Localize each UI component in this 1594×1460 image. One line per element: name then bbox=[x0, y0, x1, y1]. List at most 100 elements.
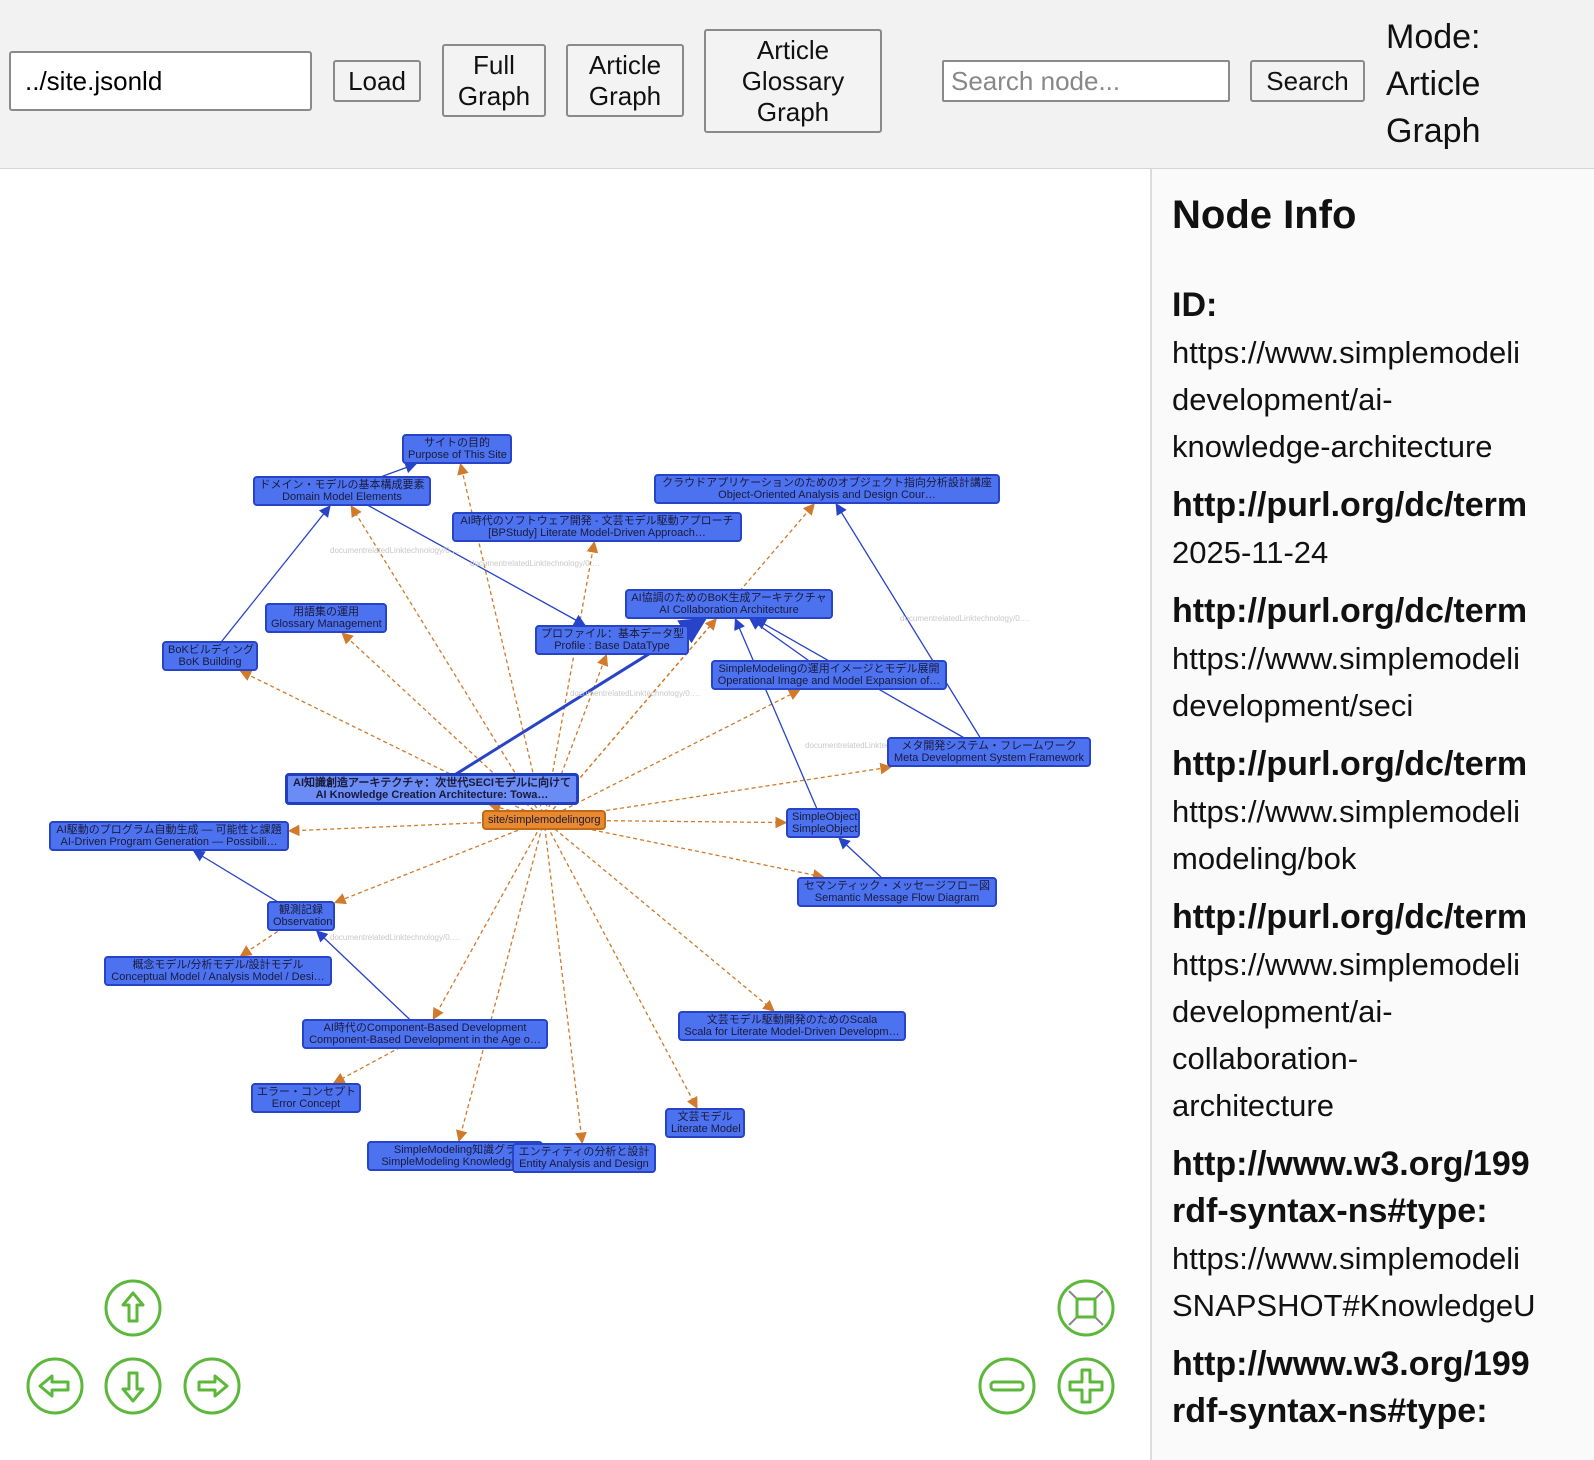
solid-edge bbox=[315, 930, 426, 1035]
dashed-edge bbox=[333, 819, 545, 905]
graph-node[interactable]: AI駆動のプログラム自動生成 — 可能性と課題 AI-Driven Program… bbox=[49, 821, 289, 851]
zoom-out-button[interactable] bbox=[978, 1357, 1036, 1415]
search-node-input[interactable] bbox=[942, 60, 1230, 102]
graph-node[interactable]: AI協調のためのBoK生成アーキテクチャ AI Collaboration Arc… bbox=[625, 589, 833, 619]
node-label-en: AI Collaboration Architecture bbox=[659, 604, 799, 616]
solid-edge bbox=[341, 490, 586, 626]
mode-indicator: Mode: Article Graph bbox=[1386, 14, 1506, 155]
pan-right-button[interactable] bbox=[183, 1357, 241, 1415]
node-label-en: Error Concept bbox=[271, 1098, 341, 1110]
article-glossary-graph-button[interactable]: Article Glossary Graph bbox=[704, 29, 882, 133]
full-graph-button[interactable]: Full Graph bbox=[442, 44, 546, 117]
graph-node[interactable]: サイトの目的 Purpose of This Site bbox=[402, 434, 512, 464]
property-value: https://www.simplemodeli bbox=[1172, 947, 1521, 982]
property-key: http://purl.org/dc/term bbox=[1172, 898, 1528, 936]
property-value: https://www.simplemodeli bbox=[1172, 641, 1521, 676]
dashed-edge bbox=[543, 689, 801, 821]
property-key: ID: bbox=[1172, 286, 1218, 324]
graph-node[interactable]: メタ開発システム・フレームワーク Meta Development System … bbox=[887, 737, 1091, 767]
property-value: development/ai- bbox=[1172, 994, 1393, 1029]
node-label-ja: SimpleModeling知識グラ bbox=[393, 1144, 517, 1156]
node-label-en: Observation bbox=[273, 916, 333, 928]
node-label-ja: クラウドアプリケーションのためのオブジェクト指向分析設計講座 bbox=[662, 477, 992, 489]
node-label-en: Object-Oriented Analysis and Design Cour… bbox=[718, 489, 936, 501]
edges-layer: documentrelatedLinktechnology/0…. documen… bbox=[192, 462, 1030, 1145]
node-label-ja: 観測記録 bbox=[279, 904, 323, 916]
graph-node[interactable]: SimpleModelingの運用イメージとモデル展開 Operational I… bbox=[711, 660, 947, 690]
node-label-ja: 概念モデル/分析モデル/設計モデル bbox=[132, 959, 304, 971]
node-label-ja: AI時代のソフトウェア開発 - 文芸モデル駆動アプローチ bbox=[460, 515, 734, 527]
mode-label: Mode: bbox=[1386, 18, 1481, 56]
graph-canvas[interactable]: documentrelatedLinktechnology/0…. documen… bbox=[0, 169, 1150, 1460]
graph-node[interactable]: 観測記録 Observation bbox=[267, 901, 335, 931]
graph-node[interactable]: SimpleObject SimpleObject bbox=[786, 808, 860, 838]
graph-node[interactable]: AI時代のソフトウェア開発 - 文芸モデル駆動アプローチ [BPStudy] Li… bbox=[452, 512, 742, 542]
jsonld-path-input[interactable] bbox=[9, 51, 312, 111]
property-key: http://purl.org/dc/term bbox=[1172, 745, 1528, 783]
load-button[interactable]: Load bbox=[333, 60, 421, 102]
graph-node[interactable]: ドメイン・モデルの基本構成要素 Domain Model Elements bbox=[253, 476, 431, 506]
property-key: http://www.w3.org/199 bbox=[1172, 1345, 1530, 1383]
graph-node[interactable]: エラー・コンセプト Error Concept bbox=[251, 1083, 361, 1113]
zoom-in-button[interactable] bbox=[1057, 1357, 1115, 1415]
dashed-edge bbox=[543, 819, 775, 1012]
selected-article-node[interactable]: AI知識創造アーキテクチャ：次世代SECIモデルに向けて AI Knowledge… bbox=[285, 773, 579, 805]
graph-node[interactable]: BoKビルディング BoK Building bbox=[162, 641, 258, 671]
dashed-edge bbox=[543, 819, 825, 881]
graph-node[interactable]: 概念モデル/分析モデル/設計モデル Conceptual Model / Anal… bbox=[104, 956, 332, 986]
dashed-edge bbox=[239, 915, 302, 957]
edge-label: documentrelatedLinktechnology/0…. bbox=[330, 546, 460, 555]
article-graph-button[interactable]: Article Graph bbox=[566, 44, 684, 117]
dashed-edge bbox=[350, 505, 545, 821]
node-label-ja: AI知識創造アーキテクチャ：次世代SECIモデルに向けて bbox=[293, 777, 571, 789]
property-value: collaboration- bbox=[1172, 1041, 1359, 1076]
property-value: SNAPSHOT#KnowledgeU bbox=[1172, 1288, 1536, 1323]
node-label-ja: ドメイン・モデルの基本構成要素 bbox=[259, 479, 425, 491]
solid-edge bbox=[835, 503, 990, 753]
pan-up-button[interactable] bbox=[104, 1279, 162, 1337]
node-label-en: Semantic Message Flow Diagram bbox=[814, 892, 980, 904]
property-key: rdf-syntax-ns#type: bbox=[1172, 1392, 1488, 1430]
dashed-edge bbox=[432, 819, 545, 1021]
node-label-en: AI Knowledge Creation Architecture: Towa… bbox=[315, 789, 549, 801]
site-node[interactable]: site/simplemodelingorg bbox=[482, 810, 606, 830]
dashed-edge bbox=[543, 540, 599, 821]
graph-node[interactable]: 文芸モデル駆動開発のためのScala Scala for Literate Mod… bbox=[678, 1011, 906, 1041]
node-label-ja: エラー・コンセプト bbox=[257, 1086, 356, 1098]
property-value: https://www.simplemodeli bbox=[1172, 794, 1521, 829]
graph-node[interactable]: AI時代のComponent-Based Development Componen… bbox=[302, 1019, 548, 1049]
solid-edge bbox=[734, 617, 824, 824]
dashed-edge bbox=[543, 819, 698, 1110]
graph-node[interactable]: クラウドアプリケーションのためのオブジェクト指向分析設計講座 Object-Ori… bbox=[654, 474, 1000, 504]
node-label-en: SimpleObject bbox=[792, 823, 858, 835]
node-label-en: AI-Driven Program Generation — Possibili… bbox=[60, 836, 278, 848]
graph-node[interactable]: プロファイル：基本データ型 Profile : Base DataType bbox=[535, 625, 689, 655]
node-label-en: BoK Building bbox=[178, 656, 242, 668]
property-value: https://www.simplemodeli bbox=[1172, 1241, 1521, 1276]
node-label-en: Scala for Literate Model-Driven Developm… bbox=[684, 1026, 900, 1038]
property-key: http://purl.org/dc/term bbox=[1172, 486, 1528, 524]
edge-label: documentrelatedLinktechnology/0…. bbox=[900, 614, 1030, 623]
pan-down-button[interactable] bbox=[104, 1357, 162, 1415]
node-property: http://www.w3.org/199 rdf-syntax-ns#type: bbox=[1172, 1341, 1594, 1435]
graph-node[interactable]: 用語集の運用 Glossary Management bbox=[265, 603, 387, 633]
node-label-en: Profile : Base DataType bbox=[554, 640, 670, 652]
node-label-ja: 文芸モデル bbox=[677, 1111, 733, 1123]
node-label-en: Purpose of This Site bbox=[408, 449, 507, 461]
graph-node[interactable]: 文芸モデル Literate Model bbox=[665, 1108, 745, 1138]
node-property: http://purl.org/dc/term https://www.simpl… bbox=[1172, 588, 1594, 729]
fit-view-button[interactable] bbox=[1057, 1279, 1115, 1337]
graph-node[interactable]: エンティティの分析と設計 Entity Analysis and Design bbox=[512, 1143, 656, 1173]
node-property: ID: https://www.simplemodeli development/a… bbox=[1172, 282, 1594, 470]
node-label-en: site/simplemodelingorg bbox=[488, 814, 601, 826]
dashed-edge bbox=[456, 819, 545, 1143]
node-label-ja: AI時代のComponent-Based Development bbox=[323, 1022, 527, 1034]
search-button[interactable]: Search bbox=[1250, 60, 1365, 102]
node-info-panel: Node Info ID: https://www.simplemodeli dev… bbox=[1150, 169, 1594, 1460]
property-value: modeling/bok bbox=[1172, 841, 1357, 876]
node-label-en: SimpleModeling Knowledge G bbox=[381, 1156, 529, 1168]
node-label-ja: エンティティの分析と設計 bbox=[518, 1146, 650, 1158]
property-key: http://purl.org/dc/term bbox=[1172, 592, 1528, 630]
graph-node[interactable]: セマンティック・メッセージフロー図 Semantic Message Flow D… bbox=[797, 877, 997, 907]
pan-left-button[interactable] bbox=[26, 1357, 84, 1415]
